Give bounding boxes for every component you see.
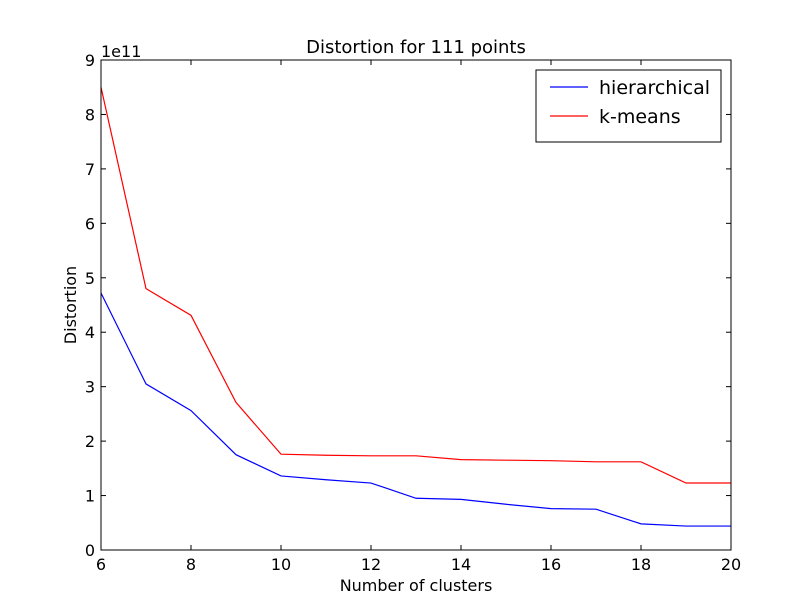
y-tick-label: 8: [85, 105, 95, 124]
y-tick-label: 3: [85, 378, 95, 397]
x-tick-label: 18: [631, 555, 651, 574]
legend: hierarchical k-means: [535, 69, 722, 143]
legend-label-k-means: k-means: [599, 106, 681, 128]
plot-frame: [100, 59, 732, 551]
x-tick-label: 6: [96, 555, 106, 574]
y-tick-label: 4: [85, 323, 95, 342]
x-tick-label: 12: [361, 555, 381, 574]
series-line-hierarchical: [100, 292, 731, 527]
y-axis-offset-label: 1e11: [101, 42, 141, 61]
legend-label-hierarchical: hierarchical: [599, 77, 710, 99]
y-tick-label: 0: [85, 541, 95, 560]
y-tick-label: 5: [85, 269, 95, 288]
legend-box: [535, 69, 722, 143]
x-tick-label: 14: [451, 555, 471, 574]
y-tick-label: 2: [85, 432, 95, 451]
y-axis-title: Distortion: [61, 266, 80, 344]
x-tick-label: 8: [186, 555, 196, 574]
x-axis-title: Number of clusters: [340, 576, 493, 595]
x-tick-label: 16: [541, 555, 561, 574]
series-layer: [100, 87, 731, 527]
y-tick-label: 1: [85, 487, 95, 506]
legend-items: hierarchical k-means: [550, 77, 710, 128]
x-tick-label: 20: [721, 555, 741, 574]
y-tick-label: 9: [85, 51, 95, 70]
y-tick-label: 7: [85, 160, 95, 179]
x-tick-label: 10: [271, 555, 291, 574]
series-line-k-means: [100, 87, 731, 484]
y-tick-label: 6: [85, 214, 95, 233]
chart-title: Distortion for 111 points: [306, 37, 526, 58]
